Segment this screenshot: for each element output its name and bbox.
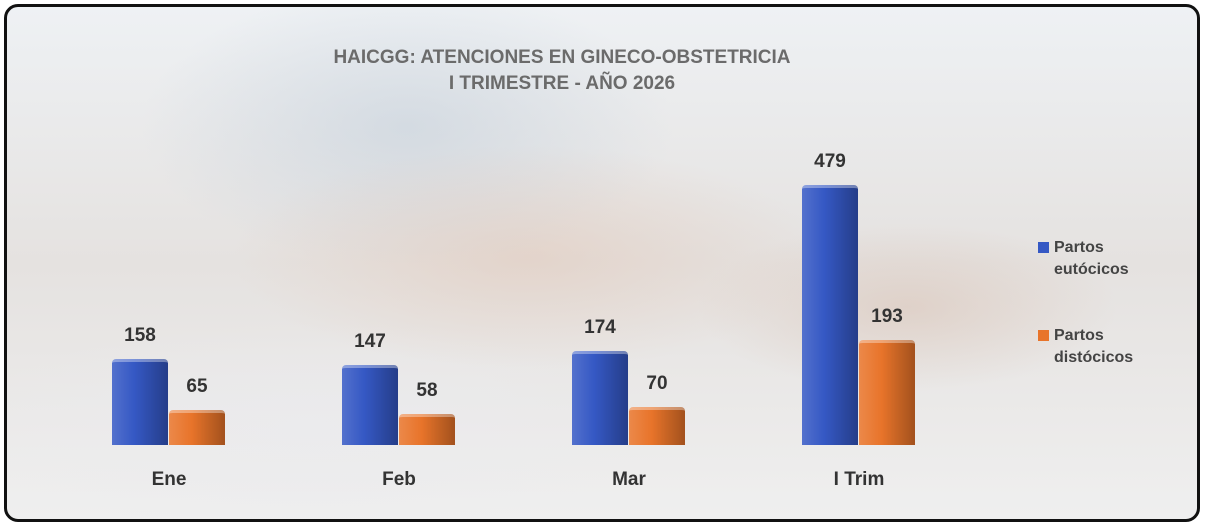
data-label: 58	[387, 380, 467, 402]
page: HAICGG: ATENCIONES EN GINECO-OBSTETRICIA…	[0, 0, 1208, 530]
legend-swatch	[1038, 242, 1049, 253]
bar	[169, 410, 225, 445]
data-label: 65	[157, 376, 237, 398]
bar	[112, 359, 168, 445]
x-tick-label: I Trim	[789, 469, 929, 491]
x-tick-label: Mar	[559, 469, 699, 491]
data-label: 174	[560, 317, 640, 339]
chart: HAICGG: ATENCIONES EN GINECO-OBSTETRICIA…	[4, 4, 1200, 522]
data-label: 158	[100, 325, 180, 347]
data-label: 70	[617, 373, 697, 395]
legend-label: Partos eutócicos	[1040, 237, 1144, 281]
chart-title: HAICGG: ATENCIONES EN GINECO-OBSTETRICIA	[162, 47, 962, 69]
bar	[859, 340, 915, 445]
data-label: 193	[847, 306, 927, 328]
chart-subtitle: I TRIMESTRE - AÑO 2026	[162, 73, 962, 95]
legend-swatch	[1038, 330, 1049, 341]
legend-item: Partos eutócicos	[1040, 237, 1190, 281]
legend-label: Partos distócicos	[1040, 325, 1144, 369]
data-label: 147	[330, 331, 410, 353]
bar	[399, 414, 455, 445]
legend-item: Partos distócicos	[1040, 325, 1190, 369]
bar	[629, 407, 685, 445]
data-label: 479	[790, 151, 870, 173]
x-tick-label: Feb	[329, 469, 469, 491]
bar	[572, 351, 628, 445]
x-tick-label: Ene	[99, 469, 239, 491]
bar	[342, 365, 398, 445]
